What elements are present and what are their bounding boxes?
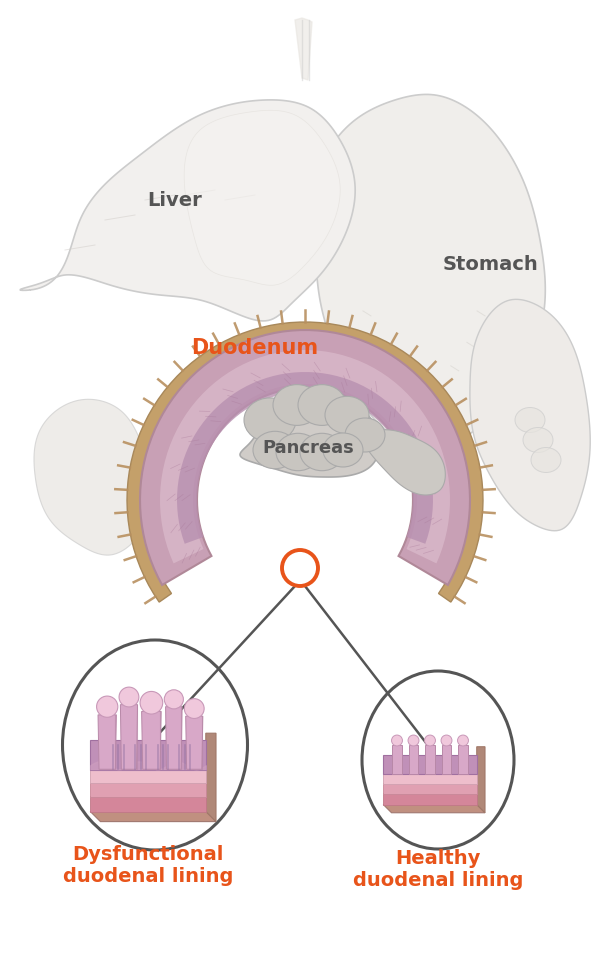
Polygon shape <box>470 300 590 530</box>
Circle shape <box>164 690 184 709</box>
Polygon shape <box>477 747 485 813</box>
Ellipse shape <box>345 418 385 452</box>
Circle shape <box>140 691 163 714</box>
Circle shape <box>424 735 436 746</box>
Polygon shape <box>206 733 216 822</box>
Text: Pancreas: Pancreas <box>262 439 354 457</box>
Circle shape <box>119 687 139 707</box>
Polygon shape <box>177 372 433 544</box>
Ellipse shape <box>276 433 320 471</box>
Ellipse shape <box>253 431 297 469</box>
Ellipse shape <box>523 428 553 453</box>
Ellipse shape <box>325 396 369 433</box>
Polygon shape <box>20 100 355 321</box>
Text: Duodenum: Duodenum <box>192 338 318 358</box>
Polygon shape <box>34 399 150 555</box>
Polygon shape <box>98 715 116 769</box>
Circle shape <box>441 735 452 746</box>
FancyBboxPatch shape <box>90 782 206 797</box>
Circle shape <box>392 735 402 746</box>
Ellipse shape <box>244 398 296 442</box>
Text: Stomach: Stomach <box>442 256 538 275</box>
Text: Liver: Liver <box>148 190 203 209</box>
Text: Healthy
duodenal lining: Healthy duodenal lining <box>353 850 523 891</box>
Text: Dysfunctional
duodenal lining: Dysfunctional duodenal lining <box>63 845 233 885</box>
Polygon shape <box>120 704 137 769</box>
Polygon shape <box>295 18 312 80</box>
FancyBboxPatch shape <box>383 793 477 804</box>
Polygon shape <box>185 716 203 769</box>
Polygon shape <box>315 94 545 450</box>
Polygon shape <box>442 745 452 774</box>
Polygon shape <box>142 711 161 769</box>
Polygon shape <box>140 330 470 585</box>
Polygon shape <box>383 804 485 813</box>
FancyBboxPatch shape <box>383 783 477 794</box>
Polygon shape <box>458 745 468 774</box>
Polygon shape <box>240 393 380 477</box>
Ellipse shape <box>515 407 545 432</box>
Circle shape <box>408 735 419 746</box>
Circle shape <box>458 735 468 746</box>
Polygon shape <box>90 811 216 822</box>
Polygon shape <box>166 706 182 769</box>
Ellipse shape <box>273 384 321 426</box>
Polygon shape <box>127 322 483 603</box>
Polygon shape <box>408 745 418 774</box>
Ellipse shape <box>298 384 346 426</box>
FancyBboxPatch shape <box>90 769 206 783</box>
Circle shape <box>184 699 204 719</box>
Polygon shape <box>363 430 445 495</box>
FancyBboxPatch shape <box>90 740 206 770</box>
Polygon shape <box>425 745 435 774</box>
FancyBboxPatch shape <box>383 754 477 774</box>
Polygon shape <box>184 111 340 285</box>
Ellipse shape <box>300 433 344 471</box>
Ellipse shape <box>323 433 363 467</box>
Polygon shape <box>160 350 450 563</box>
Ellipse shape <box>531 448 561 473</box>
FancyBboxPatch shape <box>90 796 206 812</box>
FancyBboxPatch shape <box>383 774 477 784</box>
Polygon shape <box>392 745 402 774</box>
Circle shape <box>97 696 118 717</box>
